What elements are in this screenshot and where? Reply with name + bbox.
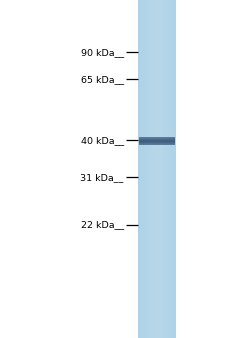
Text: 31 kDa__: 31 kDa__ (81, 173, 124, 182)
Text: 65 kDa__: 65 kDa__ (81, 75, 124, 84)
Text: 90 kDa__: 90 kDa__ (81, 48, 124, 57)
Text: 22 kDa__: 22 kDa__ (81, 220, 124, 229)
Text: 40 kDa__: 40 kDa__ (81, 136, 124, 145)
